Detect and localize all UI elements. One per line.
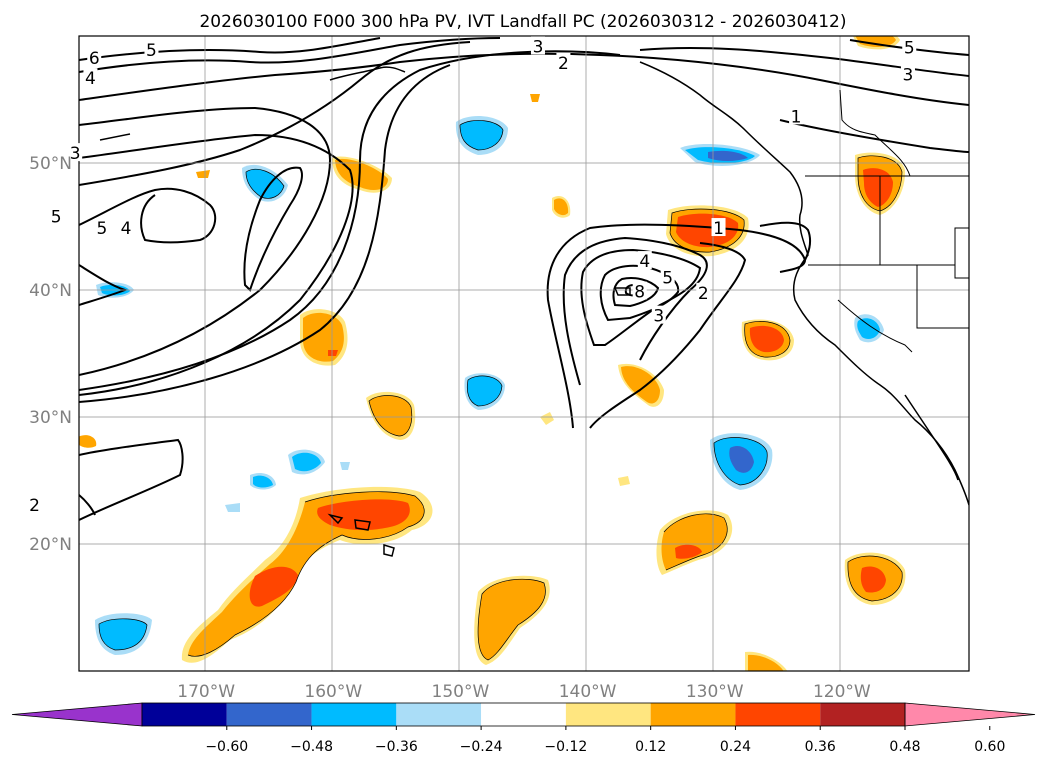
contour-label: 4 xyxy=(639,252,650,272)
contour-label: 3 xyxy=(653,307,664,327)
colorbar-tick-label: 0.36 xyxy=(805,739,836,755)
lon-tick-label: 130°W xyxy=(686,682,744,702)
contour-label: 5 xyxy=(96,219,107,239)
colorbar-extend-high xyxy=(904,702,1036,727)
contour-label: 4 xyxy=(121,219,132,239)
contour-label: 8 xyxy=(634,283,645,303)
lat-tick-label: 50°N xyxy=(29,154,72,174)
contour-label: 5 xyxy=(904,39,915,59)
lon-tick-label: 170°W xyxy=(177,682,235,702)
colorbar-segment xyxy=(735,703,821,726)
colorbar-tick-label: −0.36 xyxy=(375,739,418,755)
contour-label: 3 xyxy=(533,37,544,57)
contour-label-halo xyxy=(27,494,42,513)
colorbar-tick-label: −0.12 xyxy=(544,739,587,755)
contour-label: 5 xyxy=(146,41,157,61)
contour-label: 3 xyxy=(70,144,81,164)
contour-label-halo xyxy=(789,106,804,125)
contour-label: 3 xyxy=(903,65,914,85)
colorbar-tick-label: −0.48 xyxy=(290,739,333,755)
contour-label-halo xyxy=(696,282,711,301)
contour-label-halo xyxy=(651,305,666,324)
contour-label: 2 xyxy=(558,54,569,74)
colorbar-segment xyxy=(396,703,482,726)
significance-outlines xyxy=(98,120,903,661)
contour-label-halo xyxy=(68,143,83,162)
lon-tick-label: 150°W xyxy=(432,682,490,702)
colorbar-tick-label: 0.60 xyxy=(974,739,1005,755)
colorbar-segment xyxy=(820,703,905,726)
colorbar-tick-label: 0.24 xyxy=(720,739,751,755)
contour-label-halo xyxy=(530,36,545,55)
contour-label: 4 xyxy=(85,69,96,89)
contour-label: 5 xyxy=(51,208,62,228)
contour-label-halo xyxy=(637,251,652,270)
contour-label-halo xyxy=(87,47,102,66)
contour-label-halo xyxy=(83,68,98,87)
contour-label-halo xyxy=(900,64,915,83)
contour-label-halo xyxy=(902,37,917,56)
lon-tick-label: 160°W xyxy=(304,682,362,702)
colorbar-segment xyxy=(650,703,736,726)
colorbar-segment xyxy=(311,703,397,726)
map-content xyxy=(79,36,969,671)
lon-tick-label: 140°W xyxy=(559,682,617,702)
coastlines xyxy=(99,61,969,557)
contour-label: 6 xyxy=(89,49,100,69)
contour-label-halo xyxy=(94,218,109,237)
longitude-tick-labels: 170°W 160°W 150°W 140°W 130°W 120°W xyxy=(177,682,871,702)
contour-label-halo xyxy=(144,40,159,59)
colorbar-tick-label: 0.12 xyxy=(635,739,666,755)
borders xyxy=(805,89,969,353)
contour-label: 1 xyxy=(713,219,724,239)
colorbar-extend-low xyxy=(11,702,143,727)
contour-label-halo xyxy=(632,281,647,300)
contour-label-halo xyxy=(660,267,675,286)
lat-tick-label: 30°N xyxy=(29,408,72,428)
colorbar-segment xyxy=(226,703,312,726)
colorbar-segment xyxy=(565,703,651,726)
map-frame xyxy=(78,35,970,672)
latitude-tick-labels: 20°N 30°N 40°N 50°N xyxy=(29,154,72,555)
colorbar-segment xyxy=(142,703,227,726)
pv-contours xyxy=(79,37,969,521)
colorbar: −0.60 −0.48 −0.36 −0.24 −0.12 0.12 0.24 0.36 0.4… xyxy=(11,702,1036,755)
contour-label: 1 xyxy=(791,107,802,127)
lon-tick-label: 120°W xyxy=(813,682,871,702)
lat-tick-label: 20°N xyxy=(29,535,72,555)
contour-label-halo xyxy=(711,218,726,237)
colorbar-tick-label: 0.48 xyxy=(889,739,920,755)
contour-label: 2 xyxy=(29,496,40,516)
contour-label-halo xyxy=(49,206,64,225)
figure-title: 2026030100 F000 300 hPa PV, IVT Landfall… xyxy=(199,12,846,32)
colorbar-tick-label: −0.24 xyxy=(460,739,503,755)
contour-label: 5 xyxy=(662,269,673,289)
graticule xyxy=(79,36,969,671)
colorbar-segment xyxy=(481,703,566,726)
lat-tick-label: 40°N xyxy=(29,281,72,301)
contour-label-halo xyxy=(556,52,571,71)
contour-labels: 654325313554514582312 xyxy=(27,36,917,516)
colorbar-outline xyxy=(141,702,906,727)
contour-label-halo xyxy=(119,218,134,237)
contour-label: 2 xyxy=(698,284,709,304)
colorbar-tick-label: −0.60 xyxy=(205,739,248,755)
